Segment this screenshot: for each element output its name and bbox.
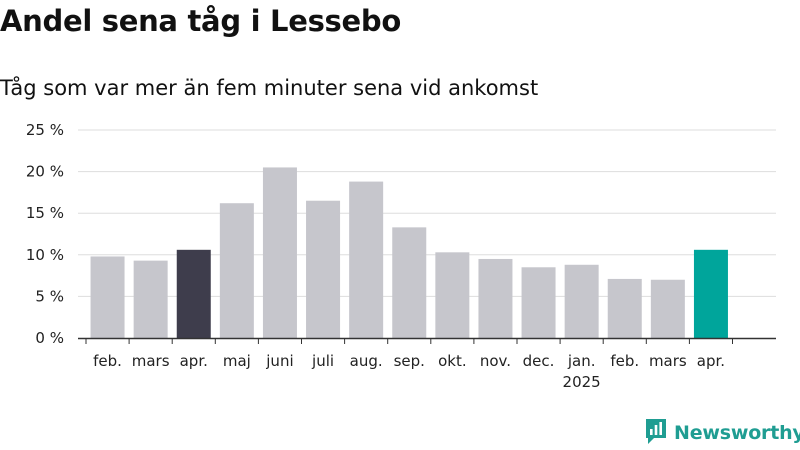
bar bbox=[521, 267, 556, 338]
x-tick-label: apr. bbox=[180, 352, 208, 370]
bar bbox=[693, 249, 728, 338]
bar-chart-logo-icon bbox=[644, 417, 668, 449]
x-tick-label: aug. bbox=[350, 352, 383, 370]
x-tick-label: apr. bbox=[697, 352, 725, 370]
bar bbox=[90, 256, 125, 338]
x-tick-label: feb. bbox=[610, 352, 639, 370]
bar bbox=[607, 278, 642, 338]
x-tick-label: sep. bbox=[394, 352, 425, 370]
x-tick-label: mars bbox=[132, 352, 170, 370]
chart-subtitle: Tåg som var mer än fem minuter sena vid … bbox=[0, 76, 539, 100]
x-tick-label: maj bbox=[223, 352, 251, 370]
x-tick-label: juni bbox=[265, 352, 293, 370]
y-tick-label: 20 % bbox=[26, 163, 64, 181]
y-tick-label: 0 % bbox=[35, 329, 64, 347]
bar bbox=[219, 203, 254, 338]
x-tick-label: okt. bbox=[438, 352, 467, 370]
chart-title: Andel sena tåg i Lessebo bbox=[0, 4, 401, 38]
y-tick-label: 15 % bbox=[26, 204, 64, 222]
y-tick-label: 25 % bbox=[26, 121, 64, 139]
bar bbox=[564, 264, 599, 338]
x-year-label: 2025 bbox=[563, 373, 601, 391]
bar bbox=[349, 181, 384, 338]
x-tick-label: dec. bbox=[523, 352, 555, 370]
x-tick-label: jan. bbox=[567, 352, 596, 370]
bar bbox=[133, 260, 168, 338]
y-tick-label: 5 % bbox=[35, 287, 64, 305]
brand-name: Newsworthy bbox=[674, 422, 800, 444]
bar bbox=[306, 200, 341, 338]
bar bbox=[176, 249, 211, 338]
x-tick-label: feb. bbox=[93, 352, 122, 370]
bar bbox=[478, 258, 513, 338]
bar bbox=[435, 252, 470, 338]
y-tick-label: 10 % bbox=[26, 246, 64, 264]
x-tick-label: juli bbox=[311, 352, 334, 370]
bar bbox=[262, 167, 297, 338]
bar bbox=[650, 279, 685, 338]
bar bbox=[392, 227, 427, 338]
x-tick-label: mars bbox=[649, 352, 687, 370]
brand-logo: Newsworthy bbox=[644, 419, 800, 447]
x-tick-label: nov. bbox=[480, 352, 511, 370]
